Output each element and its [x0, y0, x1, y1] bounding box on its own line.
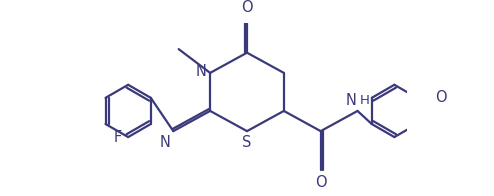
- Text: N: N: [196, 64, 206, 79]
- Text: O: O: [435, 90, 447, 105]
- Text: N: N: [345, 93, 356, 108]
- Text: O: O: [241, 0, 253, 15]
- Text: H: H: [360, 94, 370, 107]
- Text: N: N: [160, 135, 170, 150]
- Text: F: F: [114, 130, 122, 145]
- Text: S: S: [243, 135, 251, 150]
- Text: O: O: [315, 174, 327, 190]
